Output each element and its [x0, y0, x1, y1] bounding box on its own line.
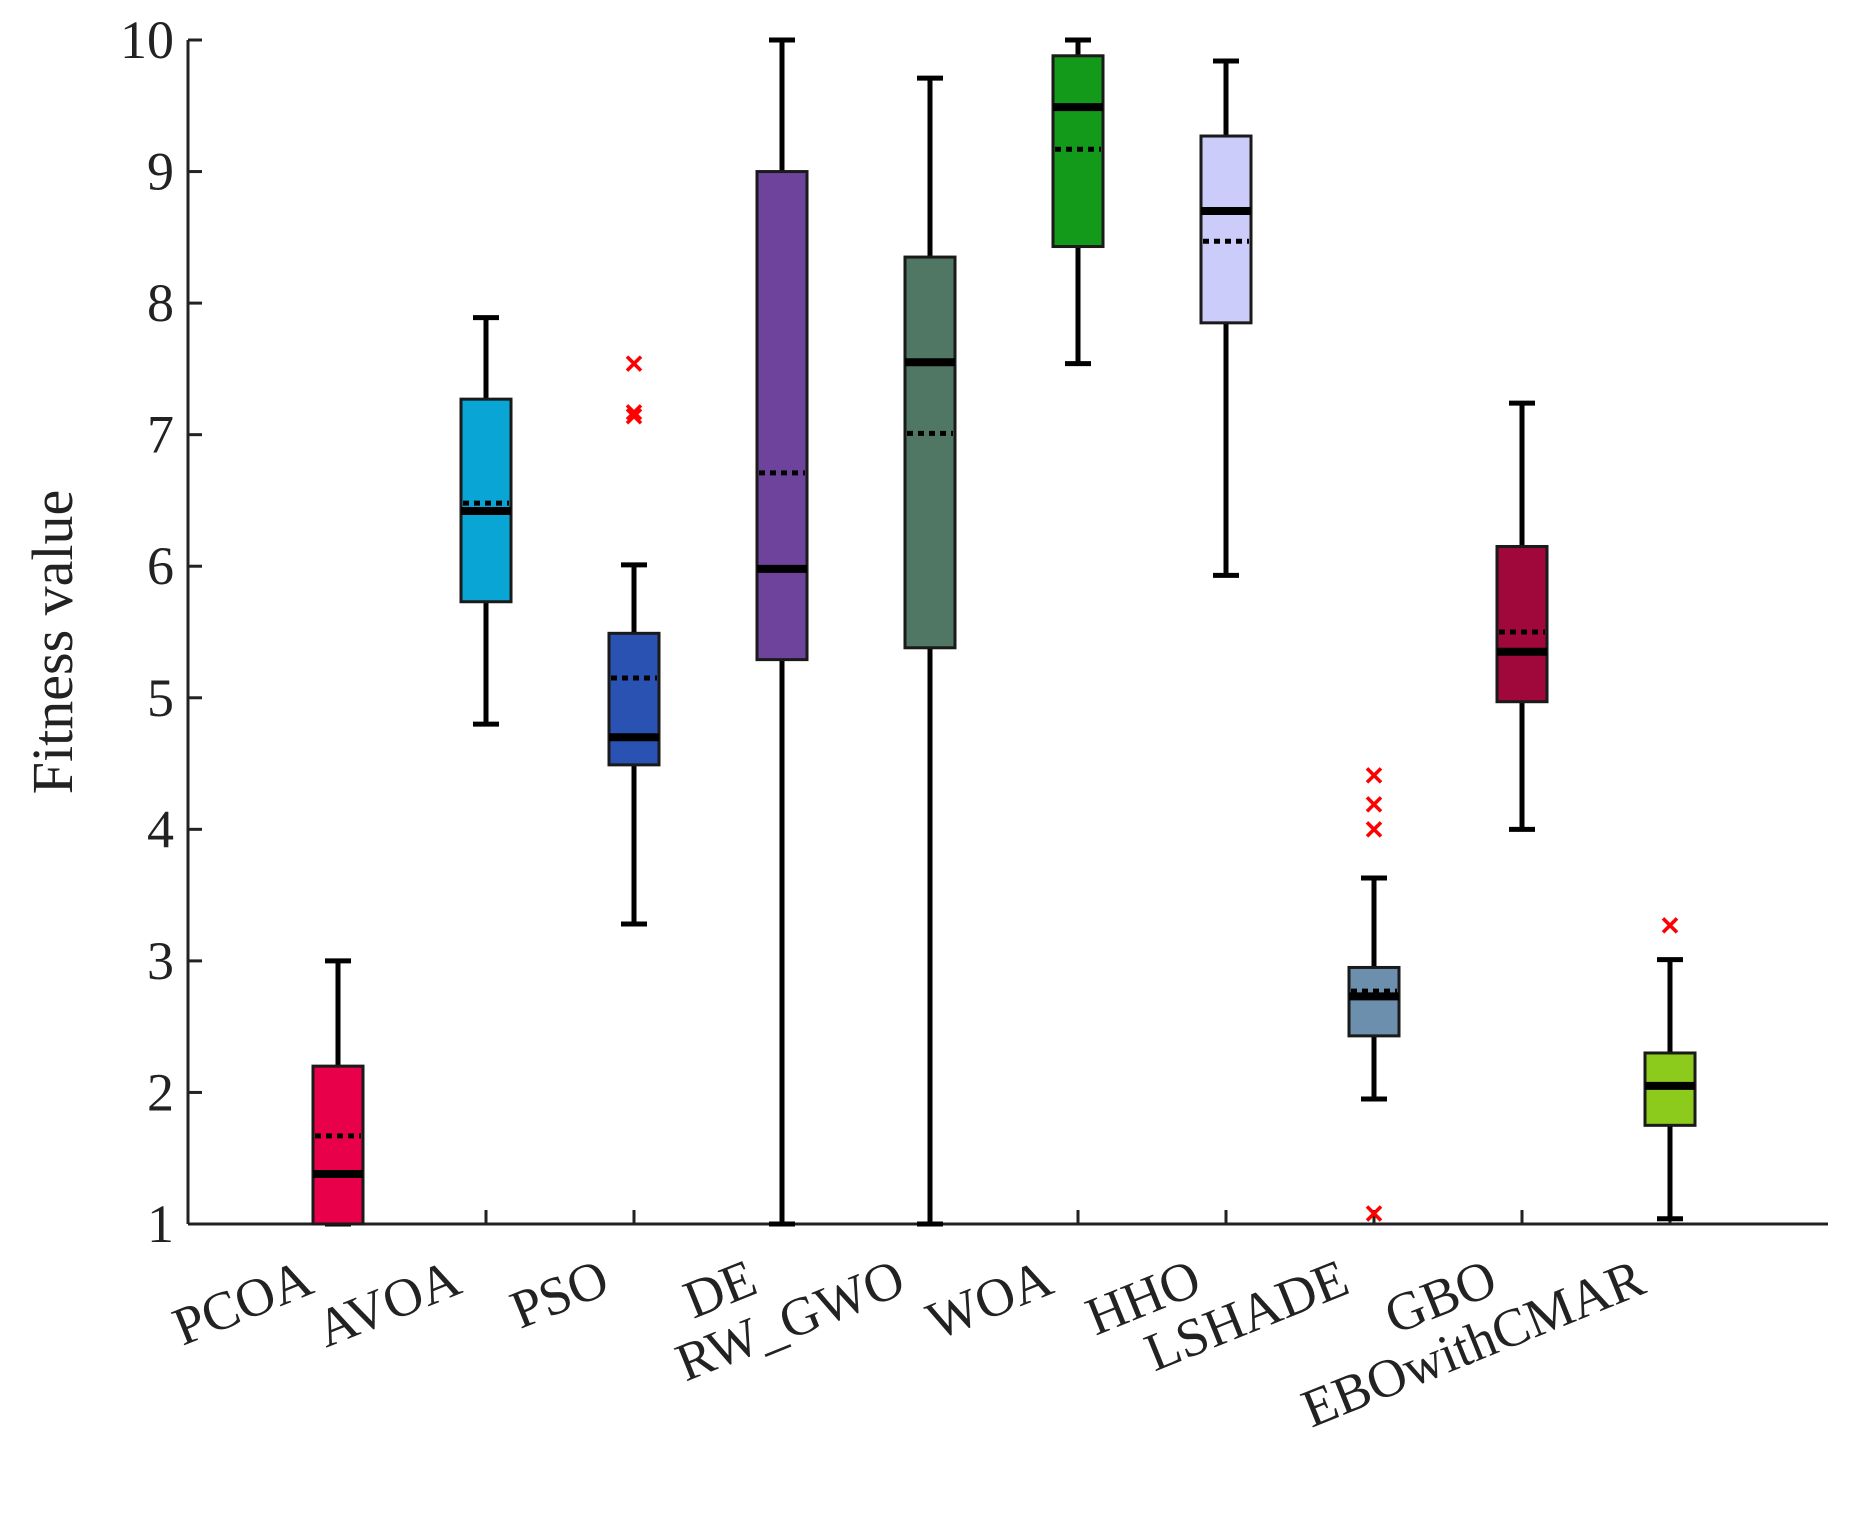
outlier-marker [625, 355, 643, 372]
y-tick-label: 7 [147, 405, 174, 465]
box-de [755, 37, 809, 1227]
x-category-label: PSO [502, 1247, 616, 1340]
x-category-label: AVOA [308, 1247, 469, 1358]
outlier-marker [1365, 767, 1383, 784]
y-tick-label: 5 [147, 668, 174, 728]
y-axis-title: Fitness value [20, 490, 85, 794]
box-body [1495, 544, 1549, 704]
boxes-layer [311, 37, 1697, 1227]
x-category-label: PCOA [164, 1247, 320, 1357]
box-body [459, 397, 513, 604]
box-body [311, 1064, 365, 1226]
outlier-marker [1365, 1205, 1383, 1222]
axes-layer [186, 38, 1828, 1226]
box-ebowithcmar [1643, 917, 1697, 1224]
x-category-label: WOA [918, 1247, 1060, 1351]
box-pcoa [311, 958, 365, 1227]
y-tick-label: 6 [147, 536, 174, 596]
y-tick-label: 9 [147, 142, 174, 202]
y-tick-label: 8 [147, 273, 174, 333]
box-pso [607, 355, 661, 1224]
box-woa [1051, 37, 1105, 1224]
box-body [1199, 134, 1253, 325]
y-tick-label: 4 [147, 799, 174, 859]
outlier-marker [1365, 796, 1383, 813]
y-tick-label: 2 [147, 1062, 174, 1122]
box-lshade [1347, 767, 1401, 1224]
y-tick-label: 3 [147, 931, 174, 991]
box-gbo [1495, 400, 1549, 1224]
y-tick-label: 1 [147, 1194, 174, 1254]
box-body [1347, 965, 1401, 1038]
box-body [607, 631, 661, 767]
box-rw-gwo [903, 75, 957, 1227]
box-avoa [459, 315, 513, 1224]
outlier-marker [1661, 917, 1679, 934]
box-hho [1199, 58, 1253, 1224]
y-tick-label: 10 [120, 10, 174, 70]
outlier-marker [625, 404, 643, 421]
box-body [903, 255, 957, 650]
box-body [755, 170, 809, 662]
outlier-marker [1365, 821, 1383, 838]
outlier-marker [625, 408, 643, 425]
